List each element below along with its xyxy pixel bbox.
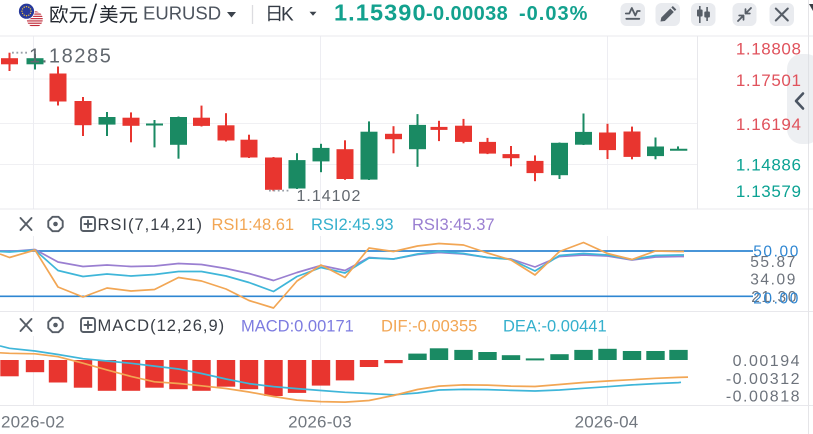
svg-text:1.17501: 1.17501 bbox=[736, 71, 802, 90]
svg-text:-0.00038: -0.00038 bbox=[426, 3, 508, 25]
svg-text:DEA:-0.00441: DEA:-0.00441 bbox=[503, 318, 607, 336]
svg-text:-0.03%: -0.03% bbox=[519, 3, 588, 25]
svg-text:2026-04: 2026-04 bbox=[575, 412, 639, 431]
svg-text:20.00: 20.00 bbox=[753, 291, 800, 308]
svg-text:DIF:-0.00355: DIF:-0.00355 bbox=[381, 318, 477, 336]
svg-text:RSI(7,14,21): RSI(7,14,21) bbox=[98, 216, 204, 234]
svg-text:1.14102: 1.14102 bbox=[297, 188, 362, 205]
svg-text:K: K bbox=[281, 4, 294, 25]
svg-text:1.15390: 1.15390 bbox=[334, 0, 427, 26]
svg-text:MACD(12,26,9): MACD(12,26,9) bbox=[98, 317, 226, 335]
svg-text:-0.00818: -0.00818 bbox=[726, 389, 801, 406]
svg-text:EURUSD: EURUSD bbox=[143, 3, 221, 24]
svg-text:1.16194: 1.16194 bbox=[736, 115, 802, 134]
svg-text:1.18808: 1.18808 bbox=[736, 40, 802, 59]
svg-text:RSI3:45.37: RSI3:45.37 bbox=[412, 216, 495, 234]
svg-text:50.00: 50.00 bbox=[753, 244, 800, 261]
svg-text:21.30: 21.30 bbox=[751, 289, 798, 306]
svg-text:RSI2:45.93: RSI2:45.93 bbox=[311, 216, 394, 234]
svg-text:1.18285: 1.18285 bbox=[29, 46, 113, 68]
svg-text:0.00194: 0.00194 bbox=[733, 353, 801, 370]
svg-text:-0.00312: -0.00312 bbox=[726, 371, 801, 388]
svg-text:1.13579: 1.13579 bbox=[736, 182, 802, 201]
svg-text:1.14886: 1.14886 bbox=[736, 155, 802, 174]
svg-text:2026-03: 2026-03 bbox=[288, 412, 352, 431]
svg-text:MACD:0.00171: MACD:0.00171 bbox=[241, 318, 354, 336]
svg-text:55.87: 55.87 bbox=[750, 254, 797, 271]
svg-text:RSI1:48.61: RSI1:48.61 bbox=[212, 216, 295, 234]
svg-text:2026-02: 2026-02 bbox=[1, 412, 65, 431]
svg-text:34.09: 34.09 bbox=[750, 271, 797, 288]
